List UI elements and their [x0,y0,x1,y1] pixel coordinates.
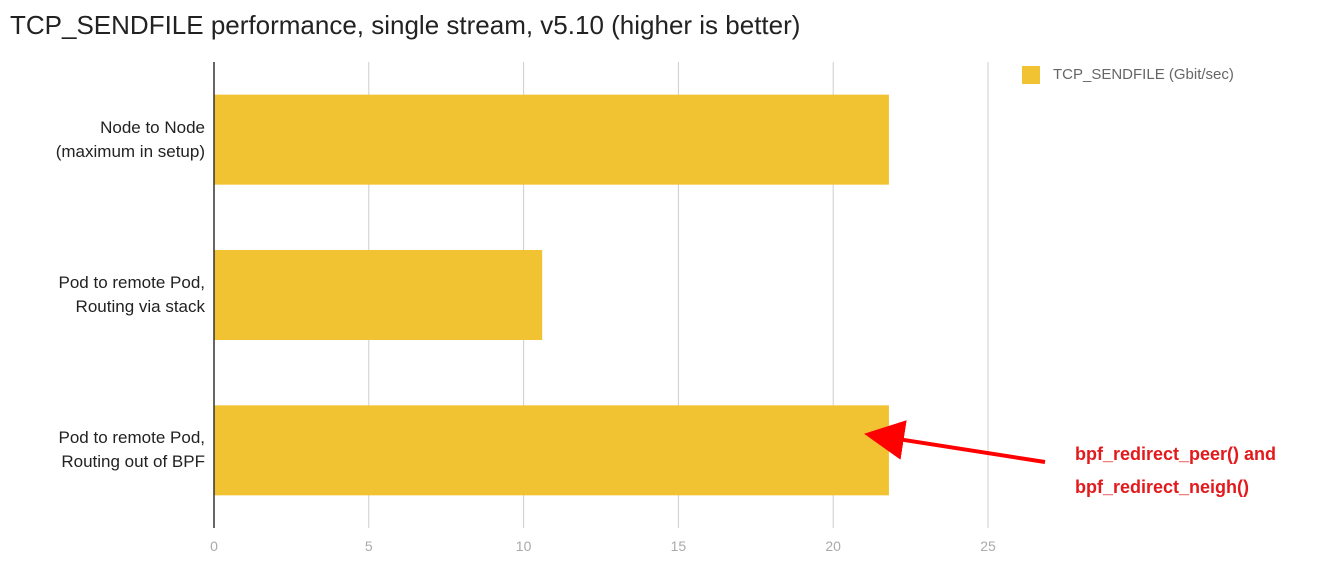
y-tick-label: Pod to remote Pod, Routing via stack [58,273,205,316]
bar [214,405,889,496]
x-tick-label: 10 [515,538,532,554]
x-tick-label: 20 [825,538,841,554]
x-tick-label: 15 [670,538,687,554]
x-tick-label: 0 [210,538,218,554]
x-tick-label: 5 [364,538,373,554]
y-tick-label: Pod to remote Pod, Routing out of BPF [58,428,205,472]
legend-swatch [1022,66,1040,84]
chart-title: TCP_SENDFILE performance, single stream,… [10,10,801,40]
annotation: bpf_redirect_peer() and bpf_redirect_nei… [1075,444,1277,497]
legend-label: TCP_SENDFILE (Gbit/sec) [1053,66,1234,83]
annotation-arrow [864,420,1046,464]
bar [214,250,543,340]
y-tick-label: Node to Node (maximum in setup) [55,117,205,161]
x-tick-label: 25 [980,538,996,554]
bar [214,94,889,185]
